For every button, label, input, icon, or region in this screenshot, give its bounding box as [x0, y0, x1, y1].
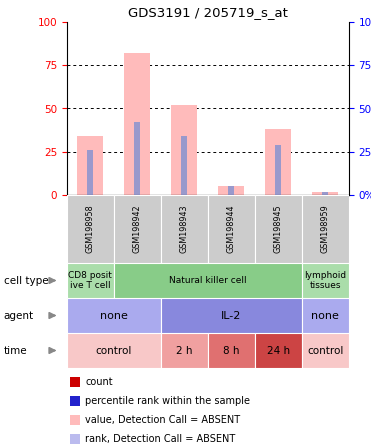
Bar: [302, 263, 349, 298]
Bar: [255, 333, 302, 368]
Bar: [67, 333, 161, 368]
Bar: [181, 136, 187, 195]
Bar: [302, 195, 349, 263]
Bar: [67, 263, 114, 298]
Bar: [302, 333, 349, 368]
Bar: [218, 186, 244, 195]
Text: percentile rank within the sample: percentile rank within the sample: [85, 396, 250, 406]
Bar: [265, 129, 291, 195]
Text: 2 h: 2 h: [176, 345, 193, 356]
Bar: [161, 195, 208, 263]
Bar: [229, 186, 234, 195]
Text: CD8 posit
ive T cell: CD8 posit ive T cell: [68, 271, 112, 290]
Bar: [77, 136, 103, 195]
Bar: [114, 195, 161, 263]
Bar: [67, 298, 161, 333]
Text: GSM198942: GSM198942: [133, 205, 142, 254]
Text: lymphoid
tissues: lymphoid tissues: [304, 271, 346, 290]
Text: count: count: [85, 377, 113, 387]
Bar: [322, 191, 328, 195]
Text: control: control: [96, 345, 132, 356]
Bar: [161, 298, 302, 333]
Text: GSM198943: GSM198943: [180, 205, 189, 253]
Bar: [171, 105, 197, 195]
Bar: [114, 263, 302, 298]
Text: Natural killer cell: Natural killer cell: [169, 276, 247, 285]
Text: cell type: cell type: [4, 275, 48, 285]
Bar: [275, 145, 281, 195]
Text: 24 h: 24 h: [267, 345, 290, 356]
Text: time: time: [4, 345, 27, 356]
Text: GSM198944: GSM198944: [227, 205, 236, 253]
Bar: [161, 333, 208, 368]
Bar: [302, 298, 349, 333]
Text: 8 h: 8 h: [223, 345, 240, 356]
Bar: [312, 191, 338, 195]
Text: GSM198945: GSM198945: [274, 205, 283, 254]
Text: none: none: [311, 310, 339, 321]
Text: value, Detection Call = ABSENT: value, Detection Call = ABSENT: [85, 415, 240, 425]
Text: GSM198959: GSM198959: [321, 205, 330, 254]
Text: control: control: [307, 345, 344, 356]
Bar: [255, 195, 302, 263]
Bar: [208, 333, 255, 368]
Text: GSM198958: GSM198958: [86, 205, 95, 254]
Bar: [67, 195, 114, 263]
Bar: [124, 53, 150, 195]
Bar: [134, 123, 140, 195]
Bar: [88, 150, 93, 195]
Text: agent: agent: [4, 310, 34, 321]
Text: IL-2: IL-2: [221, 310, 242, 321]
Text: rank, Detection Call = ABSENT: rank, Detection Call = ABSENT: [85, 434, 236, 444]
Title: GDS3191 / 205719_s_at: GDS3191 / 205719_s_at: [128, 7, 288, 20]
Bar: [208, 195, 255, 263]
Text: none: none: [100, 310, 128, 321]
